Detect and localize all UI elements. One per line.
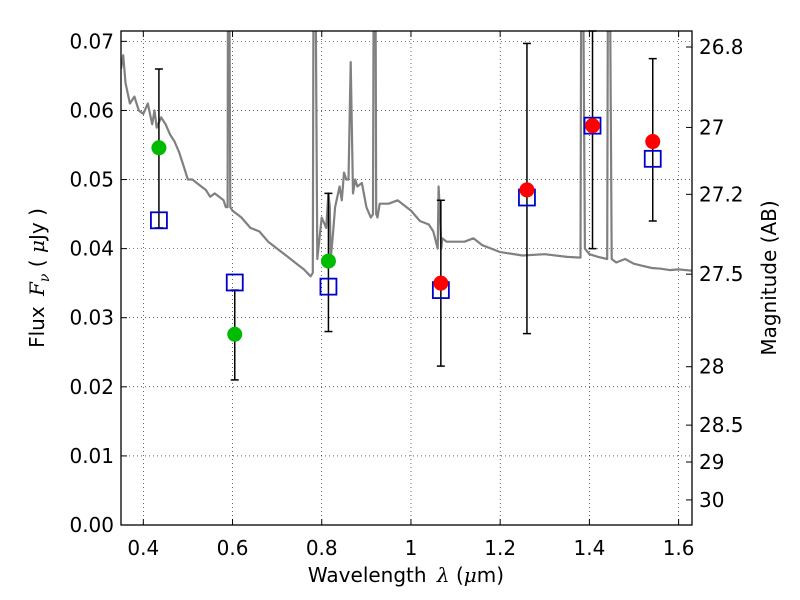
model-box-layer — [150, 116, 662, 299]
y-tick-label: 0.04 — [69, 237, 114, 261]
y-tick-label: 0.03 — [69, 306, 114, 330]
y2-tick-label: 26.8 — [699, 35, 744, 59]
model-box-point — [225, 273, 244, 292]
red-data-point — [519, 182, 535, 198]
x-tick-label: 1.6 — [663, 536, 695, 560]
y2-tick-label: 27.2 — [699, 182, 744, 206]
y2-tick-label: 30 — [699, 488, 724, 512]
green-data-point — [227, 326, 243, 342]
axis-ticks: 0.4 0.6 0.8 1 1.2 1.4 1.6 0.00 0.01 0.02 0.03 0.04 0… — [69, 29, 743, 560]
y2-axis-title: Magnitude (AB) — [757, 200, 781, 355]
model-spectrum-layer — [121, 31, 692, 278]
y2-tick-label: 28 — [699, 355, 724, 379]
y-tick-label: 0.07 — [69, 29, 114, 53]
x-tick-label: 0.8 — [306, 536, 338, 560]
x-tick-label: 0.4 — [127, 536, 159, 560]
green-data-point — [151, 140, 167, 156]
x-axis-title: Wavelength λ (μm) — [308, 563, 504, 587]
red-data-point — [585, 118, 601, 134]
observed-point-layer — [151, 118, 661, 342]
y2-tick-label: 28.5 — [699, 413, 744, 437]
y-tick-label: 0.02 — [69, 375, 114, 399]
x-tick-label: 1.4 — [573, 536, 605, 560]
model-box-point — [319, 277, 338, 296]
y2-tick-label: 27 — [699, 115, 724, 139]
y-tick-label: 0.00 — [69, 513, 114, 537]
y-tick-label: 0.05 — [69, 168, 114, 192]
red-data-point — [645, 134, 661, 150]
model-spectrum-line — [121, 31, 692, 278]
x-tick-label: 1 — [405, 536, 418, 560]
x-tick-label: 0.6 — [217, 536, 249, 560]
plot-frame — [120, 30, 693, 526]
y-axis-title: Flux Fν ( μJy ) — [25, 208, 53, 348]
y2-tick-label: 29 — [699, 450, 724, 474]
x-tick-label: 1.2 — [484, 536, 516, 560]
model-box-point — [583, 116, 602, 135]
y-tick-label: 0.01 — [69, 444, 114, 468]
green-data-point — [320, 253, 336, 269]
model-box-point — [150, 211, 168, 230]
y-tick-label: 0.06 — [69, 98, 114, 122]
y2-tick-label: 27.5 — [699, 262, 744, 286]
red-data-point — [433, 275, 449, 291]
model-box-point — [643, 149, 662, 168]
